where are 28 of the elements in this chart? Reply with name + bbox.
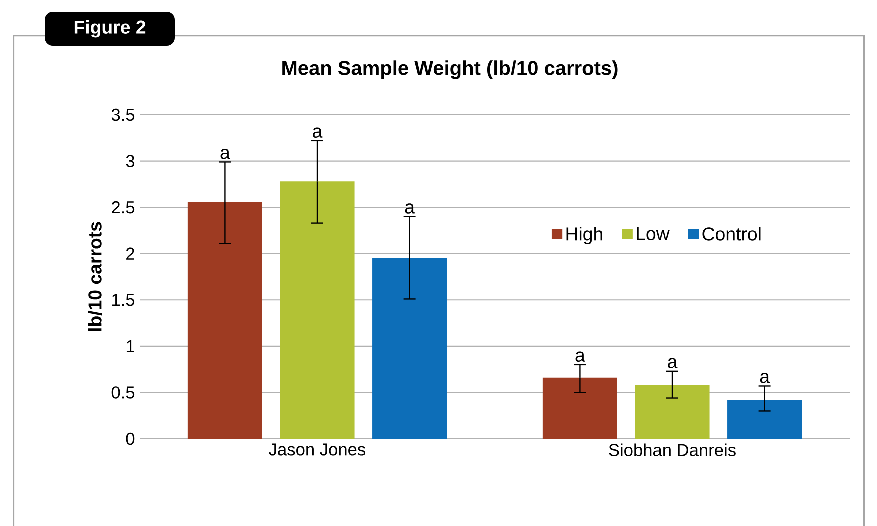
x-tick-label: Jason Jones — [269, 444, 366, 456]
bar — [188, 202, 262, 439]
bar — [542, 378, 618, 439]
y-tick-label: 0 — [126, 432, 135, 446]
legend-label: Low — [637, 227, 670, 240]
y-tick-label: 3.5 — [112, 108, 135, 122]
y-tick-label: 1 — [126, 340, 134, 352]
y-axis-title: lb/10 carrots — [88, 222, 102, 332]
bar — [635, 385, 710, 439]
y-tick-label: 2 — [126, 248, 134, 260]
annotation: a — [220, 149, 230, 160]
y-tick-label: 0.5 — [112, 386, 135, 399]
y-tick-label: 1.5 — [112, 294, 135, 306]
bar — [280, 182, 355, 439]
annotation: a — [668, 358, 678, 368]
legend-label: Control — [702, 227, 761, 241]
legend-label: High — [566, 227, 602, 245]
chart-title: Mean Sample Weight (lb/10 carrots) — [282, 60, 618, 80]
annotation: a — [760, 373, 770, 384]
bar — [372, 258, 448, 439]
annotation: a — [405, 204, 416, 214]
annotation: a — [313, 128, 323, 138]
x-tick-label: Siobhan Danreis — [609, 444, 736, 456]
caption: Figure 2 — [74, 20, 146, 38]
y-tick-label: 2.5 — [112, 201, 135, 214]
bar — [728, 400, 802, 439]
annotation: a — [576, 352, 586, 362]
y-tick-label: 3 — [126, 155, 135, 168]
